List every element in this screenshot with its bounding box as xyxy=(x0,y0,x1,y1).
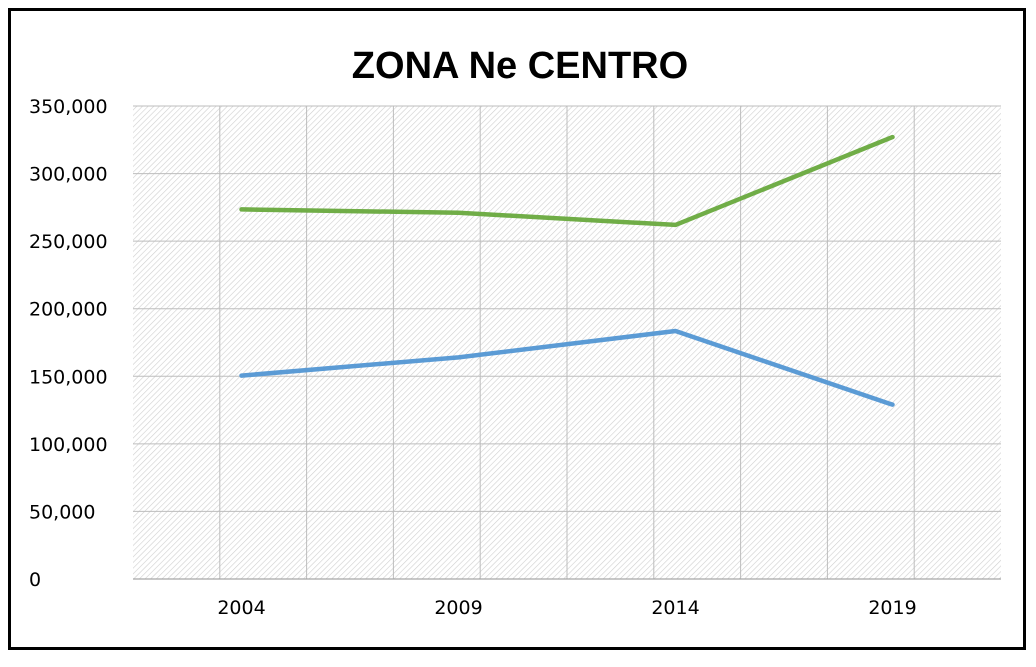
y-tick-label: 250,000 xyxy=(29,231,108,253)
y-tick-label: 100,000 xyxy=(29,434,108,456)
series-layer xyxy=(239,134,895,407)
x-tick-label: 2004 xyxy=(217,597,265,619)
chart-title: ZONA Ne CENTRO xyxy=(352,45,688,87)
x-tick-label: 2019 xyxy=(868,597,916,619)
y-tick-label: 50,000 xyxy=(29,501,95,523)
grid-layer xyxy=(133,105,1001,579)
y-tick-label: 350,000 xyxy=(29,96,108,118)
y-tick-label: 150,000 xyxy=(29,366,108,388)
series-blue-line xyxy=(239,328,895,407)
y-tick-label: 0 xyxy=(29,569,41,591)
y-tick-label: 300,000 xyxy=(29,164,108,186)
axis-layer: 0 50,000 100,000 150,000 200,000 250,000 300,0… xyxy=(29,96,1001,619)
series-green-line xyxy=(239,134,895,228)
x-tick-label: 2014 xyxy=(651,597,699,619)
chart-frame: ZONA Ne CENTRO 0 50,000 100,000 150,000 200,… xyxy=(8,8,1026,650)
y-tick-label: 200,000 xyxy=(29,299,108,321)
chart-svg: ZONA Ne CENTRO 0 50,000 100,000 150,000 200,… xyxy=(29,45,1001,619)
x-tick-label: 2009 xyxy=(434,597,482,619)
